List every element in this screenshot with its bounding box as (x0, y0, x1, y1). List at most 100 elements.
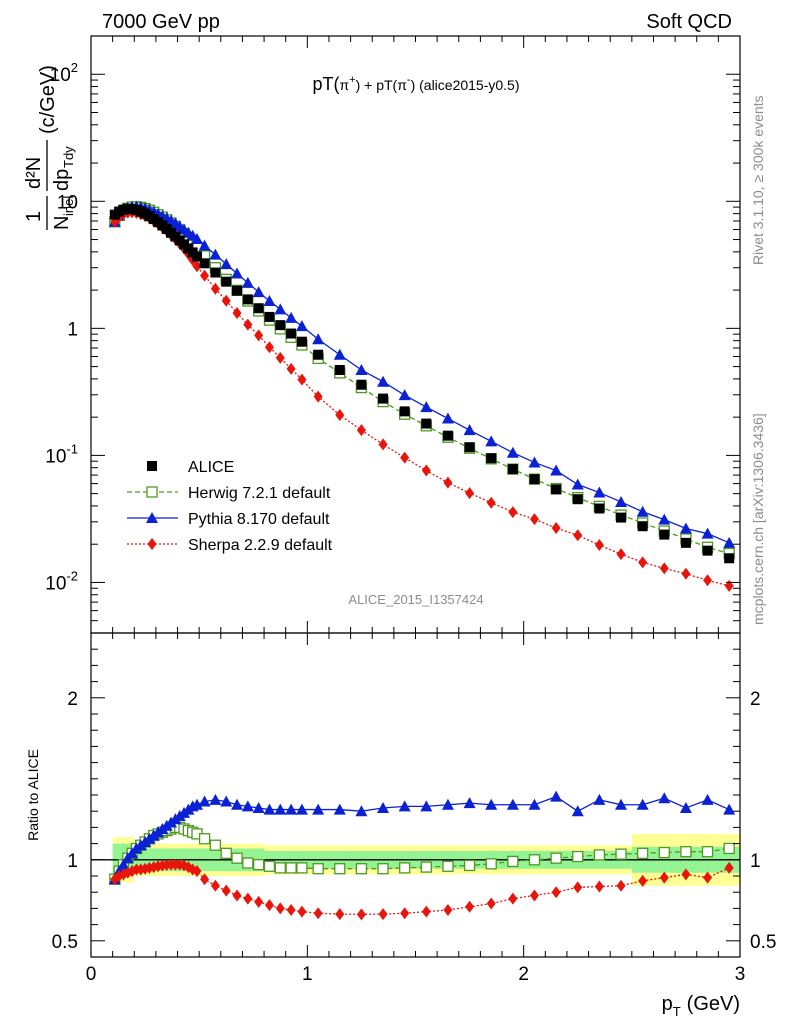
ratio-point-2 (210, 879, 220, 892)
ratio-point-0 (463, 859, 476, 872)
svg-text:inel: inel (61, 196, 76, 216)
main-point-3 (724, 579, 734, 592)
ratio-point-0 (377, 863, 389, 875)
ratio-xtick-label: 1 (302, 964, 313, 985)
ratio-point-1 (571, 805, 584, 817)
ratio-point-2 (286, 904, 296, 917)
ratio-point-0 (637, 847, 649, 859)
main-point-2 (198, 239, 211, 251)
legend-marker (146, 486, 158, 498)
main-point-0 (199, 258, 210, 269)
ratio-point-2 (221, 884, 231, 897)
ratio-point-2 (659, 871, 669, 884)
ratio-point-2 (638, 874, 648, 887)
main-point-0 (572, 494, 583, 505)
ratio-point-1 (231, 798, 244, 810)
ratio-point-2 (400, 907, 410, 920)
ratio-point-0 (442, 860, 454, 872)
ratio-ytick-label: 1 (67, 851, 78, 872)
main-point-0 (242, 294, 253, 305)
watermark: ALICE_2015_I1357424 (348, 592, 483, 607)
ratio-point-1 (117, 858, 130, 870)
main-point-3 (254, 329, 264, 342)
main-point-3 (659, 562, 669, 575)
main-point-2 (312, 333, 325, 345)
main-point-0 (507, 464, 518, 475)
ratio-point-2 (275, 902, 285, 915)
ratio-point-1 (312, 803, 325, 815)
main-point-2 (723, 536, 736, 548)
ratio-point-0 (615, 848, 627, 860)
main-point-3 (356, 424, 366, 437)
main-point-0 (637, 521, 648, 532)
ratio-point-2 (703, 871, 713, 884)
ratio-point-2 (297, 905, 307, 918)
main-point-3 (594, 539, 604, 552)
ratio-point-0 (701, 846, 714, 858)
main-ylabel: 1 N inel d²N dp Tdy (c/GeV) (23, 65, 76, 230)
svg-text:N: N (51, 216, 73, 230)
main-point-3 (681, 567, 691, 580)
main-point-2 (550, 464, 563, 476)
ratio-point-2 (443, 904, 453, 917)
main-point-0 (313, 349, 324, 360)
ratio-point-0 (296, 862, 308, 874)
main-point-2 (220, 258, 233, 270)
main-point-2 (377, 375, 390, 387)
main-point-3 (221, 294, 231, 307)
main-point-2 (593, 486, 606, 498)
ratio-point-0 (593, 849, 606, 861)
ratio-point-0 (399, 862, 411, 874)
ratio-ytick-label-right: 2 (750, 689, 761, 710)
ratio-point-2 (378, 908, 388, 921)
main-point-3 (616, 548, 626, 561)
ratio-point-2 (724, 861, 734, 874)
ratio-point-0 (312, 863, 324, 875)
main-point-3 (297, 373, 307, 386)
main-point-0 (192, 251, 203, 262)
main-point-0 (399, 406, 410, 417)
svg-text:(c/GeV): (c/GeV) (37, 65, 59, 134)
mcplots-note: mcplots.cern.ch [arXiv:1306.3436] (750, 413, 766, 625)
ratio-point-1 (241, 800, 254, 812)
main-point-0 (210, 267, 221, 278)
ratio-point-0 (550, 852, 562, 864)
main-point-3 (551, 522, 561, 535)
main-point-0 (680, 537, 691, 548)
main-plot: 10-2 10-1 1 10 102 pT(π+) + pT(π-) (alice201… (23, 35, 741, 634)
ratio-point-1 (658, 792, 671, 804)
ratio-point-1 (333, 803, 346, 815)
ratio-point-0 (723, 842, 735, 855)
main-point-0 (221, 276, 232, 287)
ratio-point-2 (200, 873, 210, 886)
main-point-0 (464, 442, 475, 453)
ratio-point-2 (254, 895, 264, 908)
ratio-point-2 (421, 905, 431, 918)
ratio-xlabel: pT (GeV) (662, 993, 740, 1019)
ratio-point-1 (398, 800, 411, 812)
ratio-point-2 (573, 881, 583, 894)
legend-label: Sherpa 2.2.9 default (188, 537, 333, 554)
ratio-point-1 (274, 803, 287, 815)
svg-text:Tdy: Tdy (61, 146, 76, 168)
ratio-point-2 (264, 899, 274, 912)
ratio-point-1 (485, 798, 498, 810)
ratio-point-0 (680, 846, 692, 858)
legend: ALICE Herwig 7.2.1 default Pythia 8.170 de… (127, 459, 333, 554)
main-point-2 (506, 446, 519, 458)
main-point-0 (551, 484, 562, 495)
main-point-3 (465, 487, 475, 500)
main-point-2 (333, 348, 346, 360)
ratio-point-0 (231, 852, 243, 864)
main-point-2 (701, 527, 714, 539)
ratio-point-1 (220, 795, 233, 807)
main-point-0 (334, 365, 345, 376)
ratio-point-0 (528, 854, 541, 866)
main-point-2 (285, 311, 298, 323)
main-point-0 (616, 512, 627, 523)
ratio-point-1 (377, 801, 390, 813)
main-point-2 (441, 412, 454, 424)
main-point-0 (486, 453, 497, 464)
ratio-point-1 (679, 801, 692, 813)
svg-text:1: 1 (23, 211, 45, 222)
